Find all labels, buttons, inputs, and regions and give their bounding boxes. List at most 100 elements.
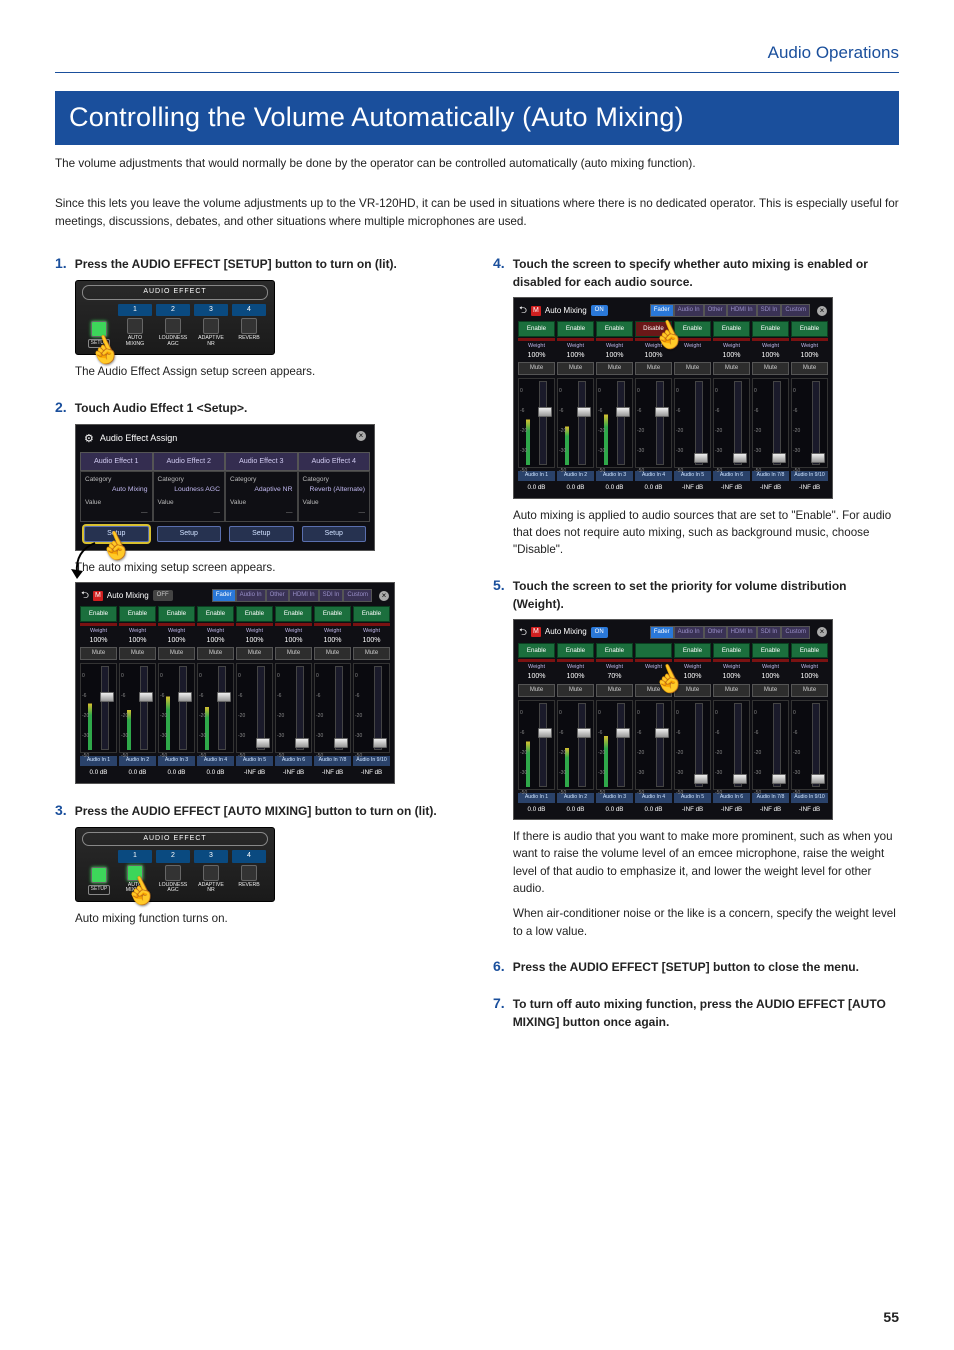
am-fader[interactable]: #fam-b3::after{top:30%;} xyxy=(656,381,664,465)
fx-tab[interactable]: Audio Effect 3 xyxy=(225,452,298,471)
am-fader[interactable]: #fam-a0::after{top:30%;} xyxy=(101,666,109,750)
am-weight-value[interactable]: 100% xyxy=(713,672,750,683)
am-weight-value[interactable]: 100% xyxy=(236,636,273,647)
hw-button-4[interactable]: 4REVERB xyxy=(232,850,266,895)
am-fader[interactable]: #fam-b5::after{top:86%;} xyxy=(734,381,742,465)
am-weight-value[interactable]: 100% xyxy=(791,351,828,362)
am-tab[interactable]: Other xyxy=(704,304,727,317)
am-mute-button[interactable]: Mute xyxy=(635,684,672,697)
hw-button-3[interactable]: 3ADAPTIVENR xyxy=(194,304,228,349)
am-weight-value[interactable]: 100% xyxy=(791,672,828,683)
am-fader[interactable]: #fam-c4::after{top:86%;} xyxy=(695,703,703,787)
am-switch[interactable]: ON xyxy=(591,627,608,638)
am-mute-button[interactable]: Mute xyxy=(674,362,711,375)
close-icon[interactable]: × xyxy=(817,306,827,316)
am-weight-value[interactable]: 100% xyxy=(314,636,351,647)
am-enable-button[interactable]: Enable xyxy=(752,321,789,336)
am-weight-value[interactable]: 100% xyxy=(158,636,195,647)
am-enable-button[interactable]: Enable xyxy=(596,643,633,658)
am-mute-button[interactable]: Mute xyxy=(596,684,633,697)
hw-button-3[interactable]: 3ADAPTIVENR xyxy=(194,850,228,895)
am-fader[interactable]: #fam-b6::after{top:86%;} xyxy=(773,381,781,465)
am-tab[interactable]: HDMI In xyxy=(727,304,757,317)
am-weight-value[interactable]: 100% xyxy=(713,351,750,362)
am-weight-value[interactable] xyxy=(635,672,672,683)
am-fader[interactable]: #fam-b2::after{top:30%;} xyxy=(617,381,625,465)
am-weight-value[interactable]: 100% xyxy=(635,351,672,362)
am-mute-button[interactable]: Mute xyxy=(119,647,156,660)
am-enable-button[interactable]: Enable xyxy=(275,606,312,621)
am-weight-value[interactable]: 70% xyxy=(596,672,633,683)
am-mute-button[interactable]: Mute xyxy=(80,647,117,660)
am-mute-button[interactable]: Mute xyxy=(557,684,594,697)
am-weight-value[interactable]: 100% xyxy=(518,672,555,683)
am-tab[interactable]: Fader xyxy=(650,626,674,639)
am-fader[interactable]: #fam-b0::after{top:30%;} xyxy=(539,381,547,465)
am-mute-button[interactable]: Mute xyxy=(518,362,555,375)
am-enable-button[interactable]: Enable xyxy=(557,643,594,658)
back-icon[interactable]: ⮌ xyxy=(519,625,527,640)
close-icon[interactable]: × xyxy=(379,591,389,601)
am-fader[interactable]: #fam-c0::after{top:30%;} xyxy=(539,703,547,787)
am-tab[interactable]: Other xyxy=(266,589,289,602)
am-enable-button[interactable]: Enable xyxy=(791,643,828,658)
am-mute-button[interactable]: Mute xyxy=(314,647,351,660)
fx-setup-button[interactable]: Setup xyxy=(157,526,222,543)
fx-tab[interactable]: Audio Effect 1 xyxy=(80,452,153,471)
am-fader[interactable]: #fam-a1::after{top:30%;} xyxy=(140,666,148,750)
am-enable-button[interactable]: Disable xyxy=(635,321,672,336)
am-mute-button[interactable]: Mute xyxy=(791,684,828,697)
fx-tab[interactable]: Audio Effect 4 xyxy=(298,452,371,471)
am-mute-button[interactable]: Mute xyxy=(713,684,750,697)
am-mute-button[interactable]: Mute xyxy=(596,362,633,375)
fx-setup-button[interactable]: Setup xyxy=(302,526,367,543)
am-enable-button[interactable]: Enable xyxy=(119,606,156,621)
am-mute-button[interactable]: Mute xyxy=(674,684,711,697)
am-weight-value[interactable]: 100% xyxy=(119,636,156,647)
am-mute-button[interactable]: Mute xyxy=(158,647,195,660)
am-tab[interactable]: SDI In xyxy=(757,626,782,639)
am-mute-button[interactable]: Mute xyxy=(236,647,273,660)
am-enable-button[interactable]: Enable xyxy=(752,643,789,658)
am-mute-button[interactable]: Mute xyxy=(197,647,234,660)
am-switch[interactable]: OFF xyxy=(153,590,173,601)
am-weight-value[interactable]: 100% xyxy=(518,351,555,362)
am-weight-value[interactable]: 100% xyxy=(557,351,594,362)
am-fader[interactable]: #fam-a4::after{top:86%;} xyxy=(257,666,265,750)
am-tab[interactable]: HDMI In xyxy=(289,589,319,602)
am-fader[interactable]: #fam-a7::after{top:86%;} xyxy=(374,666,382,750)
hw-button-1[interactable]: 1AUTOMIXING☝️ xyxy=(118,850,152,895)
am-enable-button[interactable] xyxy=(635,643,672,658)
close-icon[interactable]: × xyxy=(817,627,827,637)
fx-setup-button[interactable]: Setup xyxy=(84,526,149,543)
am-fader[interactable]: #fam-c6::after{top:86%;} xyxy=(773,703,781,787)
am-weight-value[interactable] xyxy=(674,351,711,362)
am-fader[interactable]: #fam-c2::after{top:30%;} xyxy=(617,703,625,787)
am-enable-button[interactable]: Enable xyxy=(791,321,828,336)
am-enable-button[interactable]: Enable xyxy=(518,321,555,336)
am-fader[interactable]: #fam-c1::after{top:30%;} xyxy=(578,703,586,787)
am-enable-button[interactable]: Enable xyxy=(674,321,711,336)
am-weight-value[interactable]: 100% xyxy=(752,672,789,683)
hw-button-2[interactable]: 2LOUDNESSAGC xyxy=(156,304,190,349)
am-tab[interactable]: Custom xyxy=(781,304,810,317)
am-enable-button[interactable]: Enable xyxy=(557,321,594,336)
am-fader[interactable]: #fam-a2::after{top:30%;} xyxy=(179,666,187,750)
am-fader[interactable]: #fam-a5::after{top:86%;} xyxy=(296,666,304,750)
am-tab[interactable]: Audio In xyxy=(236,589,266,602)
am-enable-button[interactable]: Enable xyxy=(158,606,195,621)
am-tab[interactable]: Other xyxy=(704,626,727,639)
hw-button-1[interactable]: 1AUTOMIXING xyxy=(118,304,152,349)
am-enable-button[interactable]: Enable xyxy=(674,643,711,658)
am-mute-button[interactable]: Mute xyxy=(752,362,789,375)
am-fader[interactable]: #fam-a6::after{top:86%;} xyxy=(335,666,343,750)
am-enable-button[interactable]: Enable xyxy=(713,643,750,658)
am-weight-value[interactable]: 100% xyxy=(557,672,594,683)
am-enable-button[interactable]: Enable xyxy=(314,606,351,621)
am-weight-value[interactable]: 100% xyxy=(80,636,117,647)
am-weight-value[interactable]: 100% xyxy=(596,351,633,362)
setup-button[interactable] xyxy=(91,867,107,883)
am-weight-value[interactable]: 100% xyxy=(752,351,789,362)
am-switch[interactable]: ON xyxy=(591,305,608,316)
am-enable-button[interactable]: Enable xyxy=(518,643,555,658)
